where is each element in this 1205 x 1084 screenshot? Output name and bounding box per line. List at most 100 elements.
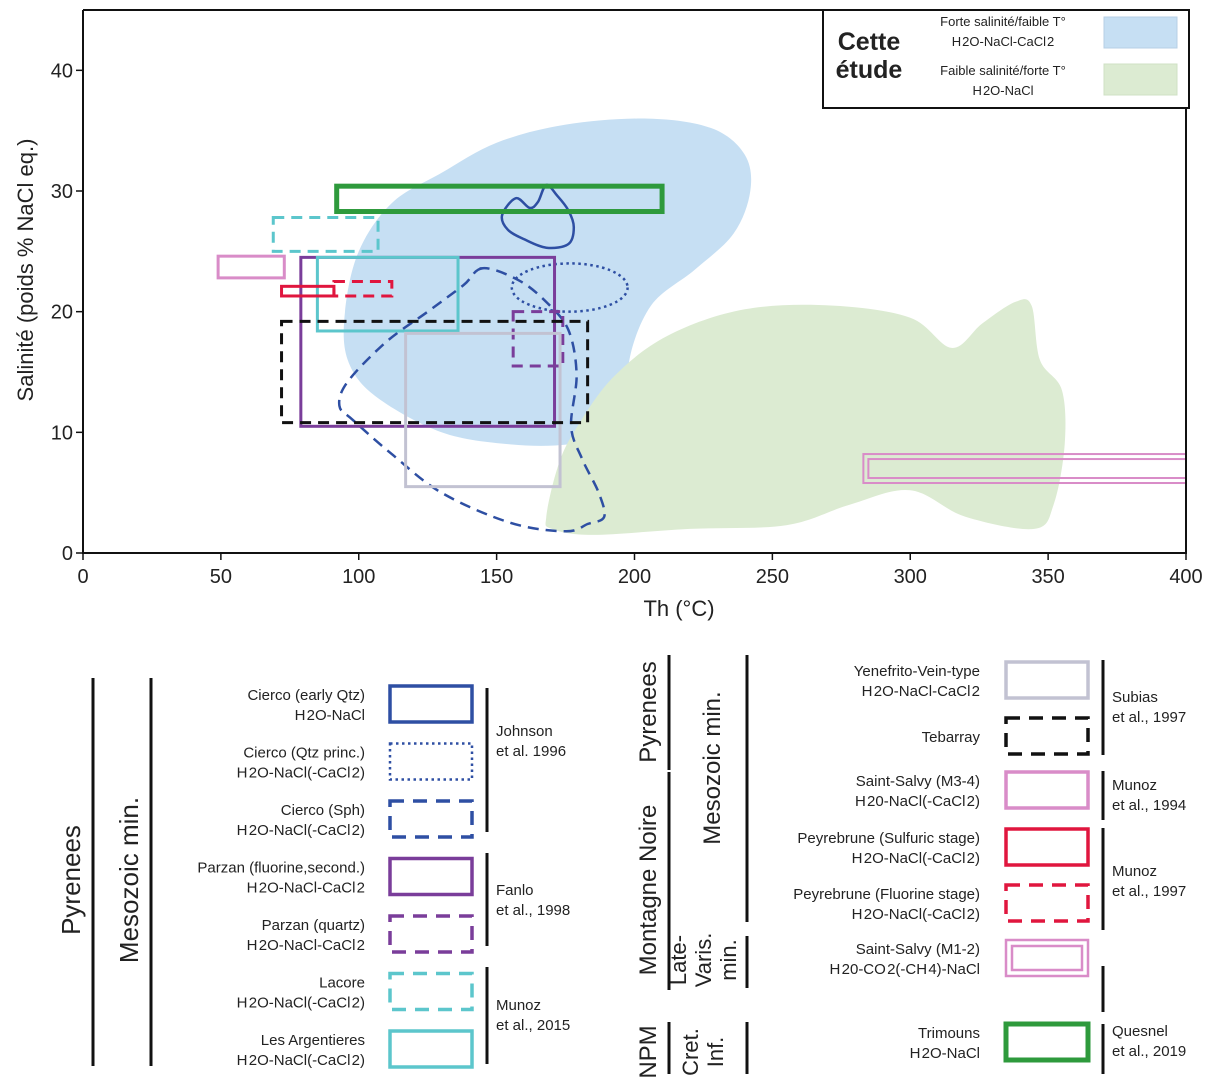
legend-item-name: Trimouns [918, 1025, 980, 1042]
x-axis-label: Th (°C) [643, 596, 714, 621]
legend-ref-label: Johnson [496, 723, 553, 740]
legend-ref-label: et al., 2019 [1112, 1043, 1186, 1060]
legend-right-items: Yenefrito-Vein-type H 2O-NaCl-CaCl 2 Tebar… [793, 660, 1091, 1063]
legend-ref-label: et al., 1998 [496, 902, 570, 919]
legend-item-composition: H 2O-NaCl [295, 707, 365, 724]
legend-sub-cret-inf: Cret. [678, 1028, 703, 1076]
legend-item-composition: H 20-NaCl(-CaCl 2) [855, 793, 980, 810]
x-tick-label: 250 [756, 566, 789, 588]
legend-item-composition: H 2O-NaCl [910, 1045, 980, 1062]
parzan-qtz-field [511, 310, 565, 368]
argentieres-field [315, 255, 460, 333]
legend-swatch-parzan-qtz [388, 914, 474, 954]
axes: 0 50 100 150 200 250 300 350 400 0 10 20 30 40 [51, 9, 1203, 588]
legend-swatch-cierco-sph [388, 799, 474, 839]
x-tick-label: 350 [1031, 566, 1064, 588]
y-tick-label: 30 [51, 181, 73, 203]
legend-left: Pyrenees Mesozoic min. Cierco (early Qtz… [56, 678, 570, 1069]
blue-zone-field [343, 118, 752, 446]
legend-item-name: Les Argentieres [261, 1032, 365, 1049]
x-tick-label: 400 [1169, 566, 1202, 588]
legend-swatch-lacore [388, 971, 474, 1012]
legend-ref-label: Subias [1112, 689, 1158, 706]
legend-sub-mesozoic: Mesozoic min. [114, 797, 144, 963]
legend-right: Pyrenees Montagne Noire NPM Mesozoic min… [635, 655, 1186, 1079]
legend-ref-label: Munoz [1112, 777, 1157, 794]
legend-item-composition: H 2O-NaCl(-CaCl 2) [852, 906, 980, 923]
x-tick-label: 300 [894, 566, 927, 588]
legend-swatch-parzan-fluo [388, 856, 474, 897]
legend-ref-label: et al., 1994 [1112, 797, 1186, 814]
legend-item-composition: H 2O-NaCl(-CaCl 2) [237, 995, 365, 1012]
study-zones [343, 118, 1066, 535]
legend-left-items: Cierco (early Qtz) H 2O-NaCl Cierco (Qtz p… [197, 684, 474, 1069]
legend-sub-cret-inf: Inf. [703, 1037, 728, 1068]
x-tick-label: 100 [342, 566, 375, 588]
blue-zone-name: Forte salinité/faible T° [940, 14, 1066, 29]
legend-region-pyrenees: Pyrenees [635, 661, 662, 762]
legend-item-composition: H 2O-NaCl(-CaCl 2) [237, 822, 365, 839]
legend-swatch-tebarray [1004, 716, 1090, 756]
blue-zone-swatch [1103, 16, 1178, 49]
legend-item-composition: H 2O-NaCl-CaCl 2 [862, 683, 980, 700]
y-tick-label: 40 [51, 60, 73, 82]
legend-ref-label: Munoz [1112, 863, 1157, 880]
legend-ref-label: Quesnel [1112, 1023, 1168, 1040]
legend-swatch-cierco-early [388, 684, 474, 724]
salvy-m34-field [216, 254, 286, 280]
legend-item-name: Cierco (Sph) [281, 802, 365, 819]
legend-item-name: Yenefrito-Vein-type [854, 663, 980, 680]
y-axis-label: Salinité (poids % NaCl eq.) [13, 139, 38, 402]
legend-ref-label: et al., 2015 [496, 1017, 570, 1034]
cierco-sph-field [337, 266, 606, 533]
legend-item-composition: H 2O-NaCl(-CaCl 2) [852, 850, 980, 867]
legend-ref-label: Munoz [496, 997, 541, 1014]
legend-swatch-cierco-princ [388, 742, 474, 781]
legend-item-composition: H 2O-NaCl(-CaCl 2) [237, 765, 365, 782]
legend-sub-mesozoic: Mesozoic min. [699, 691, 726, 844]
study-label: étude [836, 56, 903, 84]
cierco-princ-field [510, 262, 629, 313]
legend-swatch-salvy-m12-inner [1010, 944, 1084, 972]
peyrebrune-sulf-field [280, 284, 336, 298]
legend-item-composition: H 2O-NaCl-CaCl 2 [247, 880, 365, 897]
blue-zone-composition: H 2O-NaCl-CaCl 2 [952, 34, 1055, 49]
legend-sub-late-varis: Varis. [691, 933, 716, 988]
legend-region-montagne-noire: Montagne Noire [635, 805, 662, 976]
legend-item-name: Saint-Salvy (M3-4) [856, 773, 980, 790]
legend-item-name: Cierco (early Qtz) [247, 687, 365, 704]
green-zone-field [545, 299, 1066, 535]
legend-item-composition: H 2O-NaCl-CaCl 2 [247, 937, 365, 954]
legend-right-refs: Subias et al., 1997 Munoz et al., 1994 Munoz… [1101, 660, 1186, 1074]
green-zone-composition: H 2O-NaCl [972, 83, 1033, 98]
trimouns-field [334, 183, 665, 215]
x-tick-label: 50 [210, 566, 232, 588]
legend-item-name: Saint-Salvy (M1-2) [856, 941, 980, 958]
x-tick-label: 200 [618, 566, 651, 588]
literature-fields [216, 183, 1187, 533]
legend-ref-label: Fanlo [496, 882, 534, 899]
legend-ref-label: et al. 1996 [496, 743, 566, 760]
lacore-field [271, 216, 380, 253]
plot-area: 0 50 100 150 200 250 300 350 400 0 10 20 30 40 [51, 9, 1203, 588]
green-zone-name: Faible salinité/forte T° [940, 63, 1066, 78]
legend-swatch-peyrebrune-sulf [1004, 827, 1090, 867]
study-label: Cette [838, 28, 901, 56]
legend-sub-late-varis: min. [716, 939, 741, 981]
y-tick-label: 10 [51, 422, 73, 444]
legend-item-name: Peyrebrune (Fluorine stage) [793, 886, 980, 903]
y-tick-label: 0 [62, 543, 73, 565]
study-legend: Cette étude Forte salinité/faible T° H 2… [822, 9, 1190, 109]
legend-item-composition: H 20-CO 2(-CH 4)-NaCl [830, 961, 980, 978]
x-tick-label: 0 [77, 566, 88, 588]
legend-swatch-yenefrito [1004, 660, 1090, 700]
peyrebrune-fluo-field [332, 280, 394, 298]
green-zone-swatch [1103, 63, 1178, 96]
legend-sub-late-varis: Late- [666, 935, 691, 985]
legend-region-npm: NPM [635, 1025, 662, 1078]
tebarray-field [280, 319, 590, 425]
legend-swatch-peyrebrune-fluo [1004, 883, 1090, 923]
x-tick-label: 150 [480, 566, 513, 588]
legend-item-name: Tebarray [922, 729, 981, 746]
